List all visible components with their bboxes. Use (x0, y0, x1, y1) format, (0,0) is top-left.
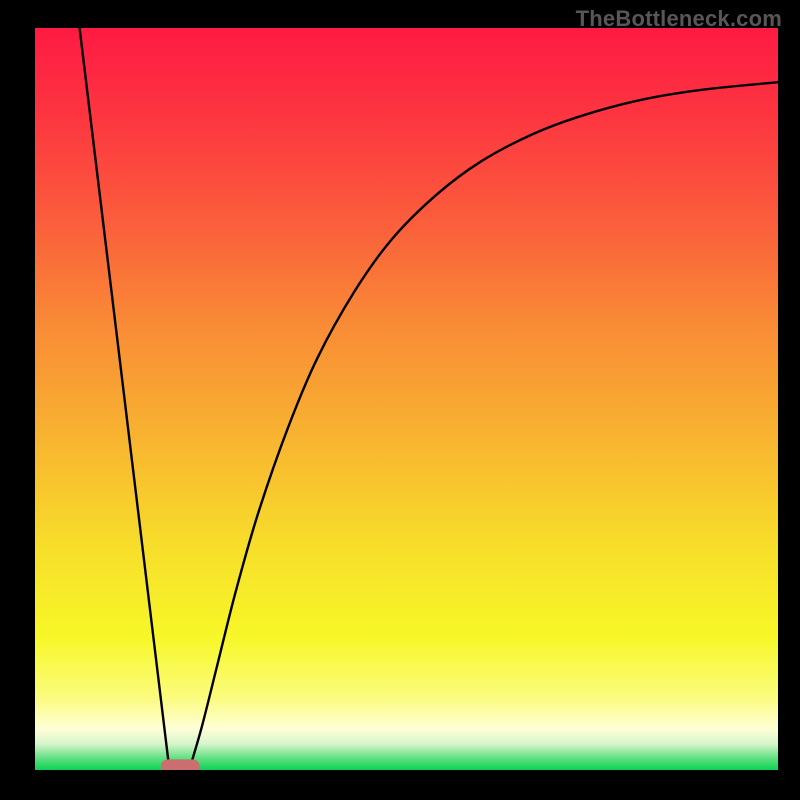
curve-right-segment (191, 82, 778, 764)
minimum-marker (161, 760, 200, 770)
bottleneck-curve (35, 28, 778, 770)
plot-area (35, 28, 778, 770)
curve-left-segment (80, 28, 169, 764)
watermark-text: TheBottleneck.com (576, 6, 782, 32)
